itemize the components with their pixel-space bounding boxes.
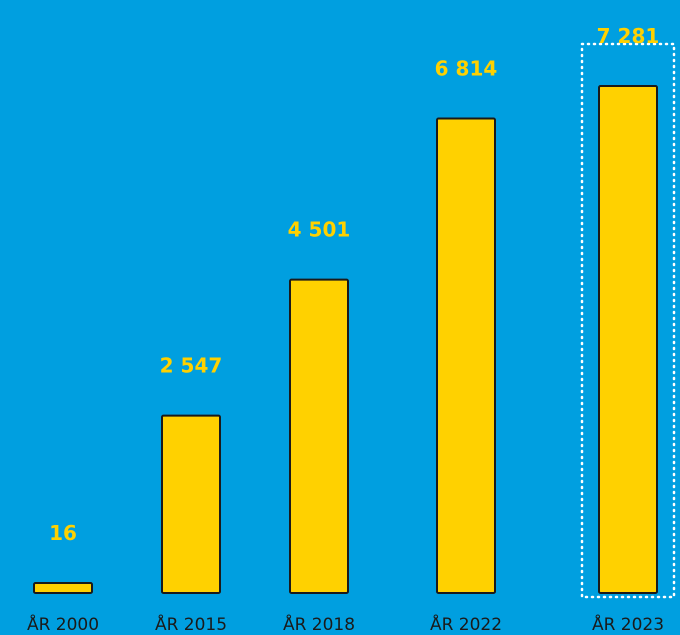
category-label-r-2023: ÅR 2023 [592, 613, 664, 635]
value-label-r-2000: 16 [49, 521, 77, 545]
bar-r-2022 [436, 117, 496, 595]
category-label-r-2018: ÅR 2018 [283, 613, 355, 635]
highlight-frame-r-2023 [580, 42, 676, 599]
category-label-r-2022: ÅR 2022 [430, 613, 502, 635]
bar-r-2000 [33, 582, 93, 594]
bar-r-2015 [161, 414, 221, 594]
value-label-r-2015: 2 547 [160, 354, 223, 378]
category-label-r-2000: ÅR 2000 [27, 613, 99, 635]
bar-r-2023 [598, 85, 658, 594]
bar-r-2018 [289, 278, 349, 594]
category-label-r-2015: ÅR 2015 [155, 613, 227, 635]
value-label-r-2022: 6 814 [435, 57, 498, 81]
value-label-r-2018: 4 501 [288, 218, 351, 242]
value-label-r-2023: 7 281 [597, 24, 660, 48]
